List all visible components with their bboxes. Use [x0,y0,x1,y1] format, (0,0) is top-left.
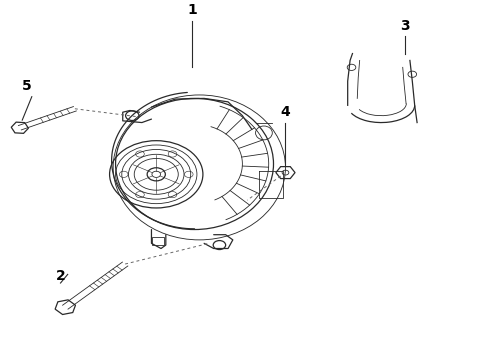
Text: 4: 4 [281,105,290,119]
Text: 1: 1 [187,3,197,17]
Text: 3: 3 [400,19,410,33]
Text: 5: 5 [22,79,32,93]
Text: 2: 2 [56,269,65,283]
